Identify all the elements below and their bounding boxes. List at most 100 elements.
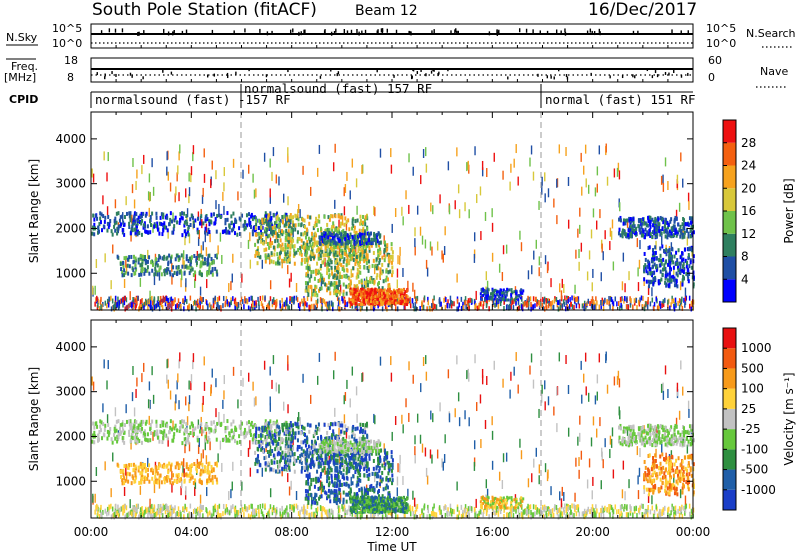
echo-cell — [334, 241, 337, 246]
echo-cell — [661, 235, 663, 245]
echo-cell — [265, 233, 268, 238]
echo-cell — [153, 222, 156, 227]
echo-cell — [434, 511, 436, 517]
echo-cell — [333, 283, 336, 288]
echo-cell — [258, 304, 260, 310]
echo-cell — [319, 241, 322, 246]
echo-cell — [685, 228, 688, 233]
echo-cell — [687, 279, 690, 284]
echo-cell — [125, 211, 128, 216]
echo-cell — [366, 226, 369, 231]
nsky-spike — [525, 28, 528, 33]
echo-cell — [682, 261, 685, 266]
echo-cell — [132, 504, 134, 510]
echo-cell — [283, 259, 286, 264]
echo-cell — [402, 267, 404, 277]
echo-cell — [553, 198, 555, 208]
echo-cell — [183, 211, 186, 216]
echo-cell — [192, 145, 195, 155]
echo-cell — [110, 229, 113, 234]
echo-cell — [348, 235, 351, 240]
echo-cell — [124, 514, 126, 520]
echo-cell — [351, 511, 354, 517]
echo-cell — [349, 232, 352, 237]
echo-cell — [130, 227, 133, 232]
echo-cell — [194, 299, 196, 305]
echo-cell — [378, 240, 381, 245]
echo-cell — [119, 506, 122, 512]
echo-cell — [309, 215, 312, 220]
echo-cell — [169, 303, 171, 309]
nsearch-label: N.Search — [746, 27, 796, 40]
echo-cell — [340, 213, 343, 218]
echo-cell — [236, 232, 239, 237]
echo-cell — [213, 221, 216, 226]
echo-cell — [337, 267, 340, 272]
echo-cell — [343, 231, 346, 236]
echo-cell — [343, 187, 345, 197]
echo-cell — [224, 300, 227, 306]
echo-cell — [278, 228, 281, 233]
echo-cell — [672, 298, 675, 304]
echo-cell — [331, 225, 334, 230]
echo-cell — [131, 184, 134, 194]
echo-cell — [529, 157, 531, 167]
echo-cell — [378, 260, 381, 265]
echo-cell — [687, 253, 690, 258]
echo-cell — [113, 218, 116, 223]
echo-cell — [108, 296, 110, 302]
echo-cell — [341, 238, 344, 243]
echo-cell — [293, 503, 296, 509]
echo-cell — [558, 300, 560, 306]
echo-cell — [125, 258, 127, 268]
echo-cell — [255, 232, 258, 237]
echo-cell — [579, 224, 581, 234]
echo-cell — [337, 509, 340, 515]
echo-cell — [640, 225, 643, 230]
echo-cell — [504, 295, 507, 299]
echo-cell — [399, 295, 402, 299]
echo-cell — [116, 302, 118, 308]
echo-cell — [331, 236, 334, 241]
echo-cell — [677, 265, 680, 270]
echo-cell — [499, 288, 502, 292]
echo-cell — [153, 272, 156, 277]
echo-cell — [647, 296, 649, 302]
echo-cell — [346, 302, 348, 308]
echo-cell — [328, 228, 331, 233]
echo-cell — [134, 227, 137, 232]
echo-cell — [368, 288, 371, 292]
echo-cell — [519, 296, 522, 300]
echo-cell — [243, 219, 246, 224]
echo-cell — [334, 227, 337, 232]
echo-cell — [375, 235, 378, 240]
echo-cell — [174, 297, 176, 303]
echo-cell — [231, 228, 234, 233]
echo-cell — [243, 223, 246, 228]
echo-cell — [308, 221, 311, 226]
echo-cell — [441, 250, 443, 260]
echo-cell — [271, 510, 274, 516]
echo-cell — [591, 296, 594, 302]
echo-cell — [243, 304, 245, 310]
echo-cell — [542, 296, 544, 302]
echo-cell — [215, 269, 218, 274]
echo-cell — [390, 242, 393, 247]
echo-cell — [515, 292, 518, 296]
echo-cell — [319, 253, 322, 258]
echo-cell — [370, 513, 372, 519]
echo-cell — [369, 300, 372, 304]
echo-cell — [315, 222, 318, 227]
echo-cell — [677, 222, 680, 227]
echo-cell — [391, 273, 394, 278]
echo-cell — [261, 511, 264, 517]
echo-cell — [497, 295, 500, 299]
echo-cell — [173, 270, 176, 275]
echo-cell — [436, 241, 439, 251]
echo-cell — [493, 297, 496, 301]
echo-cell — [289, 236, 292, 241]
echo-cell — [662, 302, 665, 308]
echo-cell — [159, 215, 162, 220]
echo-cell — [561, 278, 564, 288]
echo-cell — [289, 250, 292, 255]
